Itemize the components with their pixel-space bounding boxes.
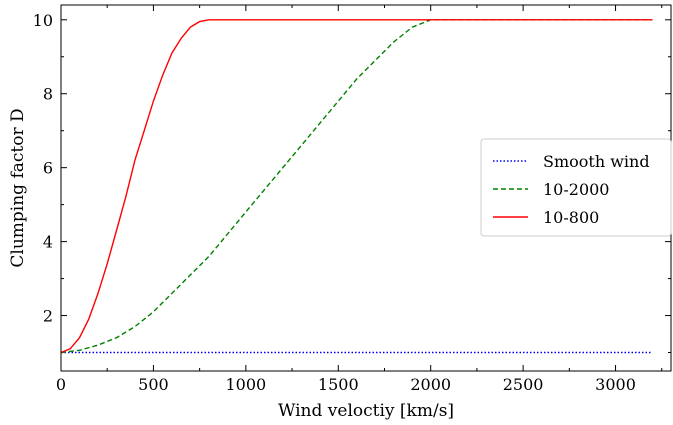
- series-lines: [60, 19, 653, 354]
- x-tick-label: 2000: [410, 375, 451, 394]
- x-axis-label: Wind veloctiy [km/s]: [278, 401, 454, 421]
- y-tick-label: 4: [43, 233, 53, 252]
- y-axis-label: Clumping factor D: [8, 108, 28, 267]
- legend-box: [480, 138, 672, 237]
- x-tick-label: 500: [138, 375, 169, 394]
- axis-ticks: 0 500 1000 1500 2000 2500 3000 2 4 6 8 10: [33, 5, 671, 394]
- x-tick-label: 0: [56, 375, 66, 394]
- legend-label: 10-800: [543, 208, 599, 227]
- x-tick-label: 1000: [225, 375, 266, 394]
- series-line-10-800: [60, 19, 653, 354]
- series-line-10-2000: [60, 19, 653, 354]
- x-tick-label: 1500: [318, 375, 359, 394]
- legend-label: Smooth wind: [543, 152, 650, 171]
- x-tick-label: 3000: [595, 375, 636, 394]
- legend-label: 10-2000: [543, 180, 609, 199]
- y-tick-label: 8: [43, 85, 53, 104]
- y-tick-label: 10: [33, 11, 53, 30]
- y-tick-label: 6: [43, 159, 53, 178]
- x-tick-label: 2500: [503, 375, 544, 394]
- legend: Smooth wind 10-2000 10-800: [480, 138, 672, 237]
- y-tick-label: 2: [43, 307, 53, 326]
